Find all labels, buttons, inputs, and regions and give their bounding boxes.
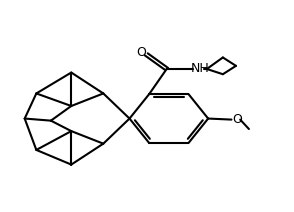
Text: NH: NH <box>191 62 210 75</box>
Text: O: O <box>136 46 146 59</box>
Text: O: O <box>232 113 242 126</box>
